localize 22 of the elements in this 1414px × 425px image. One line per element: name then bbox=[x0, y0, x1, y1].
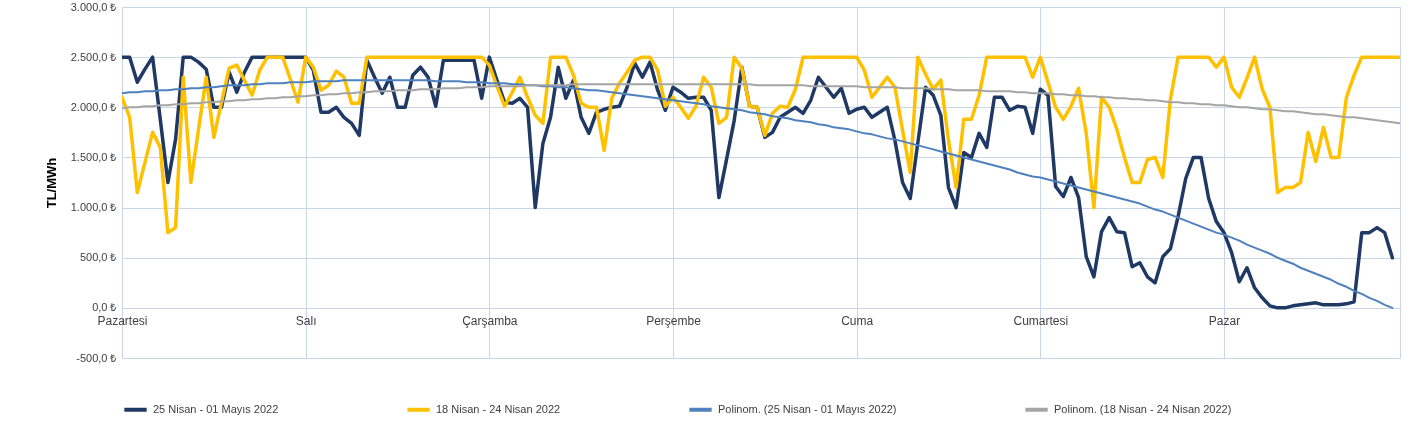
y-tick-label: 3.000,0 ₺ bbox=[70, 0, 117, 13]
legend-label: 18 Nisan - 24 Nisan 2022 bbox=[436, 402, 561, 415]
line-series bbox=[122, 83, 1400, 125]
y-tick-label: -500,0 ₺ bbox=[76, 351, 117, 364]
y-tick-label: 1.500,0 ₺ bbox=[70, 150, 117, 163]
y-tick-label: 2.000,0 ₺ bbox=[70, 100, 117, 113]
legend-label: Polinom. (25 Nisan - 01 Mayıs 2022) bbox=[718, 402, 897, 415]
x-tick-label: Çarşamba bbox=[462, 314, 518, 329]
y-axis-title: TL/MWh bbox=[43, 157, 59, 209]
x-tick-label: Pazartesi bbox=[97, 314, 148, 329]
x-tick-label: Salı bbox=[295, 314, 317, 329]
y-tick-label: 1.000,0 ₺ bbox=[70, 201, 117, 214]
x-tick-label: Pazar bbox=[1208, 314, 1241, 329]
legend-label: 25 Nisan - 01 Mayıs 2022 bbox=[153, 402, 279, 415]
y-tick-label: 2.500,0 ₺ bbox=[70, 50, 117, 63]
legend-label: Polinom. (18 Nisan - 24 Nisan 2022) bbox=[1054, 402, 1232, 415]
x-tick-label: Perşembe bbox=[646, 314, 702, 329]
line-series bbox=[122, 55, 1400, 235]
y-tick-label: 500,0 ₺ bbox=[79, 251, 117, 264]
y-tick-label: 0,0 ₺ bbox=[92, 301, 117, 314]
x-tick-label: Cuma bbox=[841, 314, 874, 329]
x-tick-label: Cumartesi bbox=[1013, 314, 1069, 329]
